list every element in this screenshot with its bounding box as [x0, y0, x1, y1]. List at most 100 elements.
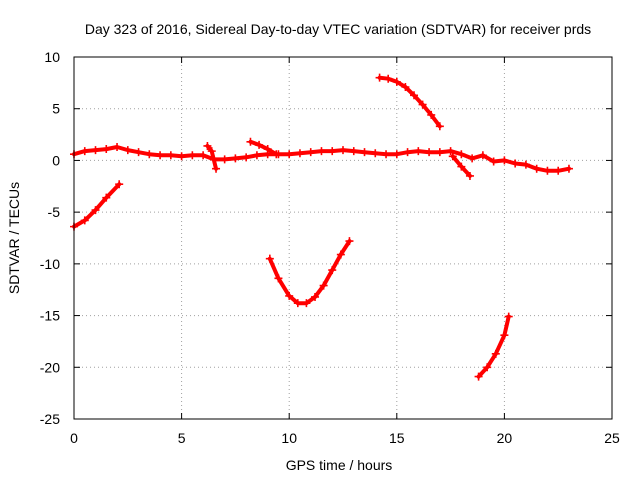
- data-point: [446, 147, 455, 156]
- series-trough: [265, 237, 354, 308]
- y-tick-label: -20: [40, 359, 60, 375]
- data-point: [435, 148, 444, 157]
- data-point: [295, 149, 304, 158]
- data-point: [302, 299, 311, 308]
- data-point: [504, 312, 513, 321]
- data-point: [199, 151, 208, 160]
- data-point: [203, 141, 212, 150]
- data-point: [521, 160, 530, 169]
- x-tick-label: 15: [389, 430, 405, 446]
- data-point: [457, 150, 466, 159]
- data-point: [532, 164, 541, 173]
- y-tick-label: -10: [40, 256, 60, 272]
- data-point: [102, 193, 111, 202]
- data-point: [123, 146, 132, 155]
- data-point: [401, 82, 410, 91]
- series-late-rise: [474, 312, 513, 381]
- data-point: [285, 150, 294, 159]
- chart-title: Day 323 of 2016, Sidereal Day-to-day VTE…: [85, 21, 591, 37]
- data-point: [382, 150, 391, 159]
- data-point: [418, 100, 427, 109]
- data-point: [220, 155, 229, 164]
- series-main-band: [70, 142, 573, 175]
- series-high-arc: [375, 73, 444, 131]
- data-point: [491, 349, 500, 358]
- data-point: [375, 73, 384, 82]
- data-point: [478, 151, 487, 160]
- series-branch-8h: [246, 137, 281, 159]
- data-point: [80, 216, 89, 225]
- grid-lines: [74, 57, 612, 419]
- data-point: [145, 150, 154, 159]
- axis-ticks: 0 5 10 15 20 25 -25 -20 -15 -10 -5 0 5 10: [40, 49, 620, 446]
- data-point: [564, 164, 573, 173]
- data-point: [263, 145, 272, 154]
- data-point: [166, 151, 175, 160]
- data-point: [543, 166, 552, 175]
- data-point: [336, 250, 345, 259]
- data-point: [317, 147, 326, 156]
- data-point: [102, 145, 111, 154]
- data-point: [91, 146, 100, 155]
- data-point: [468, 154, 477, 163]
- y-tick-label: -25: [40, 411, 60, 427]
- series-early-rise: [70, 180, 124, 231]
- x-axis-label: GPS time / hours: [286, 457, 393, 473]
- data-point: [80, 147, 89, 156]
- data-point: [91, 206, 100, 215]
- data-point: [448, 152, 457, 161]
- x-tick-label: 25: [604, 430, 620, 446]
- data-point: [255, 140, 264, 149]
- data-point: [274, 274, 283, 283]
- data-point: [345, 237, 354, 246]
- data-point: [272, 150, 281, 159]
- data-point: [392, 150, 401, 159]
- series-trace: [377, 75, 442, 129]
- data-point: [384, 74, 393, 83]
- data-point: [252, 151, 261, 160]
- data-point: [113, 142, 122, 151]
- data-point: [328, 266, 337, 275]
- y-tick-label: 10: [44, 49, 60, 65]
- data-point: [246, 137, 255, 146]
- data-point: [483, 363, 492, 372]
- data-point: [403, 148, 412, 157]
- y-tick-label: -5: [48, 204, 61, 220]
- data-point: [392, 77, 401, 86]
- y-axis-label: SDTVAR / TECUs: [6, 182, 22, 294]
- data-point: [328, 147, 337, 156]
- data-point: [500, 156, 509, 165]
- data-point: [265, 254, 274, 263]
- x-tick-label: 10: [281, 430, 297, 446]
- data-point: [410, 91, 419, 100]
- data-point: [242, 153, 251, 162]
- data-point: [207, 147, 216, 156]
- data-point: [115, 180, 124, 189]
- data-point: [285, 291, 294, 300]
- data-point: [311, 292, 320, 301]
- data-point: [319, 281, 328, 290]
- data-point: [134, 148, 143, 157]
- data-point: [427, 110, 436, 119]
- data-point: [425, 148, 434, 157]
- plot-frame: [73, 56, 613, 420]
- data-point: [156, 151, 165, 160]
- data-point: [500, 331, 509, 340]
- series-late-drop: [448, 152, 474, 180]
- data-point: [554, 166, 563, 175]
- data-point: [212, 164, 221, 173]
- data-point: [360, 148, 369, 157]
- data-series: [70, 73, 573, 381]
- data-point: [511, 159, 520, 168]
- data-point: [231, 154, 240, 163]
- data-point: [177, 152, 186, 161]
- data-point: [293, 299, 302, 308]
- y-tick-label: 0: [52, 152, 60, 168]
- x-tick-label: 20: [497, 430, 513, 446]
- y-tick-label: 5: [52, 101, 60, 117]
- data-point: [474, 372, 483, 381]
- data-point: [349, 147, 358, 156]
- data-point: [414, 147, 423, 156]
